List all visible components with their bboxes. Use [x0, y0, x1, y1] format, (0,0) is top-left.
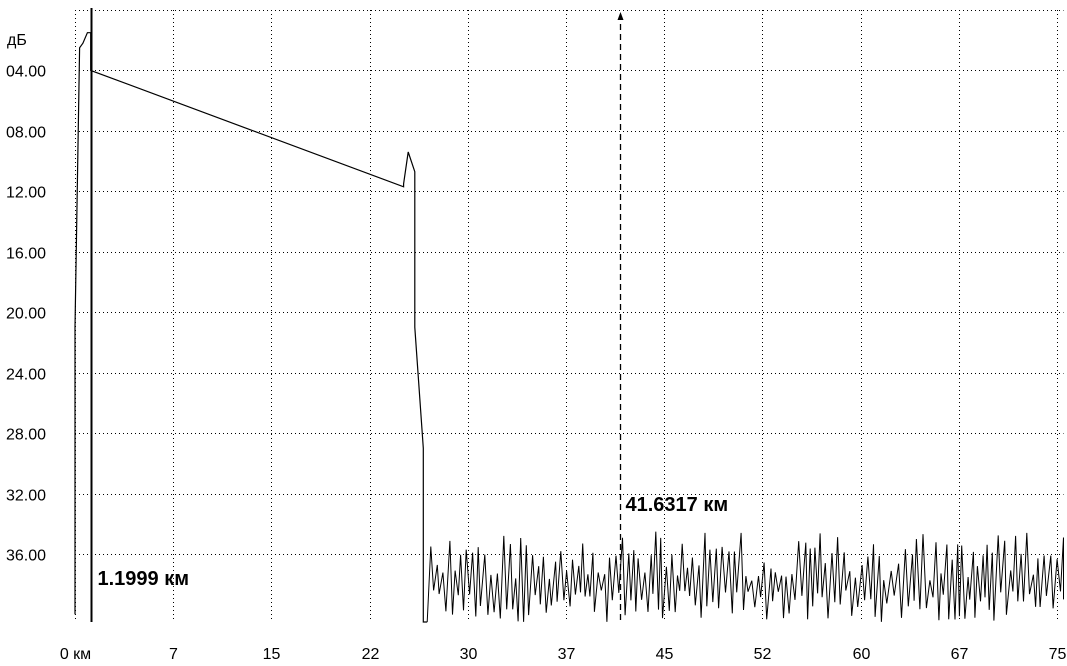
y-tick-label: 36.00: [6, 548, 46, 565]
x-tick-label: 22: [362, 646, 380, 663]
trace: [74, 32, 428, 623]
y-axis-unit-label: дБ: [7, 32, 27, 49]
y-tick-label: 24.00: [6, 367, 46, 384]
x-tick-label: 67: [951, 646, 969, 663]
y-tick-label: 08.00: [6, 125, 46, 142]
y-tick-label: 04.00: [6, 64, 46, 81]
y-tick-label: 32.00: [6, 488, 46, 505]
x-tick-label: 60: [853, 646, 871, 663]
y-axis: 04.00 08.00 12.00 16.00 20.00 24.00 28.00 32.00…: [6, 64, 46, 565]
markers: 1.1999 км 41.6317 км: [90, 8, 729, 622]
x-tick-label: 7: [169, 646, 178, 663]
cursor-distance-label: 41.6317 км: [626, 494, 729, 516]
x-tick-label: 45: [656, 646, 674, 663]
x-tick-label: 75: [1049, 646, 1067, 663]
cursor-arrow-icon: [617, 12, 624, 20]
y-tick-label: 12.00: [6, 185, 46, 202]
x-tick-label: 52: [754, 646, 772, 663]
y-tick-label: 28.00: [6, 427, 46, 444]
grid: [75, 10, 1064, 622]
y-tick-label: 16.00: [6, 246, 46, 263]
trace-line: [74, 32, 428, 623]
marker-distance-label: 1.1999 км: [98, 568, 190, 590]
noise-floor: [426, 531, 1064, 623]
x-tick-label: 0 км: [60, 646, 91, 663]
noise-floor-line: [426, 531, 1064, 623]
x-axis: 0 км 7 15 22 30 37 45 52 60 67 75: [60, 646, 1067, 663]
x-tick-label: 37: [558, 646, 576, 663]
y-tick-label: 20.00: [6, 306, 46, 323]
x-tick-label: 30: [460, 646, 478, 663]
x-tick-label: 15: [263, 646, 281, 663]
